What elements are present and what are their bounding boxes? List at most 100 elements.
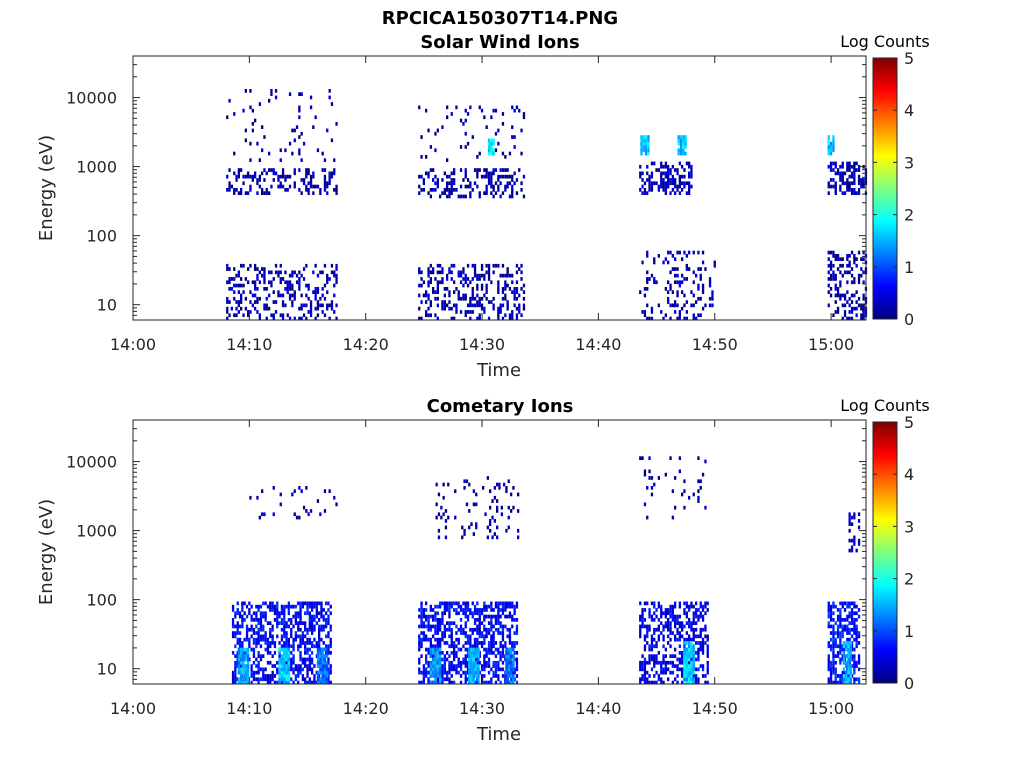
heatmap-cell — [231, 604, 235, 609]
heatmap-cell — [487, 145, 491, 149]
heatmap-cell — [448, 660, 451, 665]
heatmap-cell — [490, 601, 493, 606]
heatmap-cell — [326, 664, 329, 668]
heatmap-cell — [453, 181, 456, 186]
heatmap-cell — [268, 151, 271, 156]
heatmap-cell — [847, 644, 850, 649]
heatmap-cell — [247, 280, 250, 285]
heatmap-cell — [690, 174, 693, 179]
heatmap-cell — [701, 674, 705, 678]
heatmap-cell — [261, 512, 264, 517]
heatmap-cell — [487, 647, 491, 652]
heatmap-cell — [439, 624, 442, 629]
heatmap-cell — [470, 680, 473, 685]
heatmap-cell — [515, 651, 519, 655]
heatmap-cell — [436, 677, 439, 682]
heatmap-cell — [257, 608, 260, 612]
heatmap-cell — [325, 611, 328, 616]
heatmap-cell — [827, 277, 830, 281]
heatmap-cell — [262, 674, 265, 678]
heatmap-cell — [832, 270, 835, 275]
heatmap-cell — [834, 277, 837, 281]
heatmap-cell — [690, 670, 693, 675]
heatmap-cell — [255, 637, 258, 642]
heatmap-cell — [329, 604, 332, 609]
heatmap-cell — [682, 135, 685, 139]
heatmap-cell — [288, 296, 292, 301]
heatmap-cell — [483, 168, 486, 172]
heatmap-cell — [643, 674, 647, 678]
heatmap-cell — [308, 604, 311, 609]
heatmap-cell — [469, 634, 472, 639]
heatmap-cell — [322, 627, 325, 632]
heatmap-cell — [853, 657, 856, 662]
heatmap-cell — [506, 273, 509, 278]
heatmap-cell — [327, 644, 330, 649]
heatmap-cell — [242, 108, 245, 113]
heatmap-cell — [483, 624, 486, 629]
heatmap-cell — [418, 680, 421, 685]
heatmap-cell — [857, 608, 861, 612]
heatmap-cell — [513, 135, 516, 139]
heatmap-cell — [459, 667, 463, 672]
heatmap-cell — [464, 184, 467, 189]
heatmap-cell — [678, 614, 681, 619]
heatmap-cell — [657, 303, 660, 308]
heatmap-cell — [853, 515, 856, 520]
heatmap-cell — [333, 310, 336, 314]
heatmap-cell — [316, 273, 320, 278]
heatmap-cell — [648, 674, 651, 678]
heatmap-cell — [427, 171, 430, 176]
heatmap-cell — [677, 151, 680, 156]
heatmap-cell — [298, 168, 301, 172]
heatmap-cell — [283, 677, 286, 682]
heatmap-cell — [439, 280, 442, 285]
heatmap-cell — [676, 290, 679, 294]
heatmap-cell — [258, 296, 261, 301]
heatmap-cell — [511, 601, 514, 606]
heatmap-cell — [308, 677, 311, 682]
heatmap-cell — [443, 660, 446, 665]
heatmap-cell — [688, 495, 691, 500]
heatmap-cell — [646, 677, 649, 682]
heatmap-cell — [848, 512, 851, 517]
heatmap-cell — [466, 277, 470, 281]
heatmap-cell — [499, 181, 502, 186]
heatmap-cell — [328, 181, 331, 186]
heatmap-cell — [241, 621, 244, 625]
heatmap-cell — [434, 277, 437, 281]
heatmap-cell — [285, 604, 288, 609]
heatmap-cell — [443, 670, 446, 675]
heatmap-cell — [327, 680, 330, 685]
heatmap-cell — [650, 174, 654, 179]
heatmap-cell — [650, 161, 654, 166]
heatmap-cell — [240, 660, 243, 665]
heatmap-cell — [850, 164, 854, 169]
heatmap-cell — [427, 306, 430, 311]
heatmap-cell — [311, 604, 314, 609]
heatmap-cell — [499, 303, 502, 308]
heatmap-cell — [269, 677, 272, 682]
heatmap-cell — [321, 303, 324, 308]
heatmap-cell — [511, 316, 514, 321]
heatmap-cell — [436, 674, 439, 678]
heatmap-cell — [292, 657, 295, 662]
heatmap-cell — [257, 651, 260, 655]
heatmap-cell — [237, 303, 240, 308]
heatmap-cell — [497, 601, 500, 606]
heatmap-cell — [501, 631, 505, 635]
heatmap-cell — [487, 614, 491, 619]
heatmap-cell — [688, 161, 691, 166]
heatmap-cell — [427, 664, 430, 668]
heatmap-cell — [471, 614, 474, 619]
heatmap-cell — [436, 618, 439, 622]
heatmap-cell — [266, 660, 270, 665]
heatmap-cell — [333, 158, 336, 162]
heatmap-cell — [448, 181, 451, 186]
heatmap-cell — [288, 92, 292, 96]
heatmap-cell — [286, 290, 289, 294]
heatmap-cell — [333, 495, 336, 500]
heatmap-cell — [505, 654, 508, 658]
heatmap-cell — [251, 174, 254, 179]
heatmap-cell — [291, 300, 294, 304]
